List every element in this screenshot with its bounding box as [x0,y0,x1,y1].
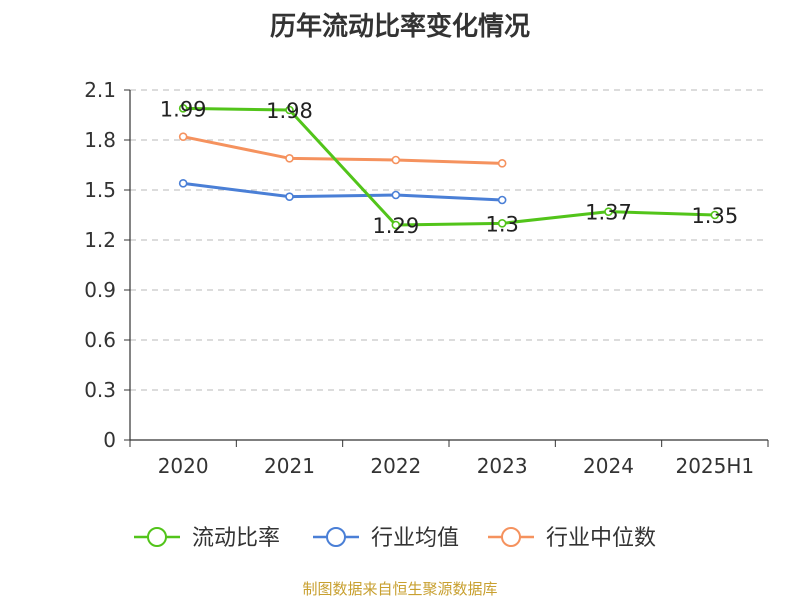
y-tick-label: 0.6 [84,328,116,352]
data-point [391,190,401,200]
data-label: 1.29 [372,214,419,238]
y-tick-label: 2.1 [84,78,116,102]
data-point [497,159,507,168]
data-point [285,154,294,163]
legend-label: 行业均值 [371,526,459,551]
y-tick-label: 1.5 [84,178,116,202]
legend-marker [501,527,521,547]
x-tick-label: 2022 [370,454,421,478]
y-tick-label: 1.2 [84,228,116,252]
series-line [183,106,715,227]
data-label: 1.99 [160,97,207,121]
y-tick-label: 1.8 [84,128,116,152]
x-tick-label: 2023 [477,454,528,478]
data-source-note: 制图数据来自恒生聚源数据库 [302,580,498,598]
x-tick-label: 2020 [158,454,209,478]
data-point [178,104,188,113]
legend-marker [147,527,167,547]
data-point [391,155,401,165]
data-point [391,220,401,230]
data-point [285,105,294,115]
data-label: 1.37 [585,201,632,225]
data-point [497,195,507,205]
x-tick-label: 2024 [583,454,634,478]
series-line [182,181,503,202]
legend-label: 行业中位数 [546,526,656,551]
chart-title: 历年流动比率变化情况 [269,12,530,42]
legend-label: 流动比率 [192,526,280,551]
x-tick-label: 2025H1 [675,454,754,478]
data-point [710,210,720,220]
data-label: 1.3 [485,212,518,236]
data-point [497,219,507,228]
series-line [182,135,503,165]
data-label: 1.98 [266,99,313,123]
legend-marker [326,527,346,547]
y-tick-label: 0.9 [84,278,116,302]
data-label: 1.35 [691,204,738,228]
y-tick-label: 0.3 [84,378,116,402]
data-point [285,192,294,201]
data-point [178,179,188,188]
x-tick-label: 2021 [264,454,315,478]
data-point [178,132,188,141]
y-tick-label: 0 [103,428,116,452]
data-point [604,207,613,216]
